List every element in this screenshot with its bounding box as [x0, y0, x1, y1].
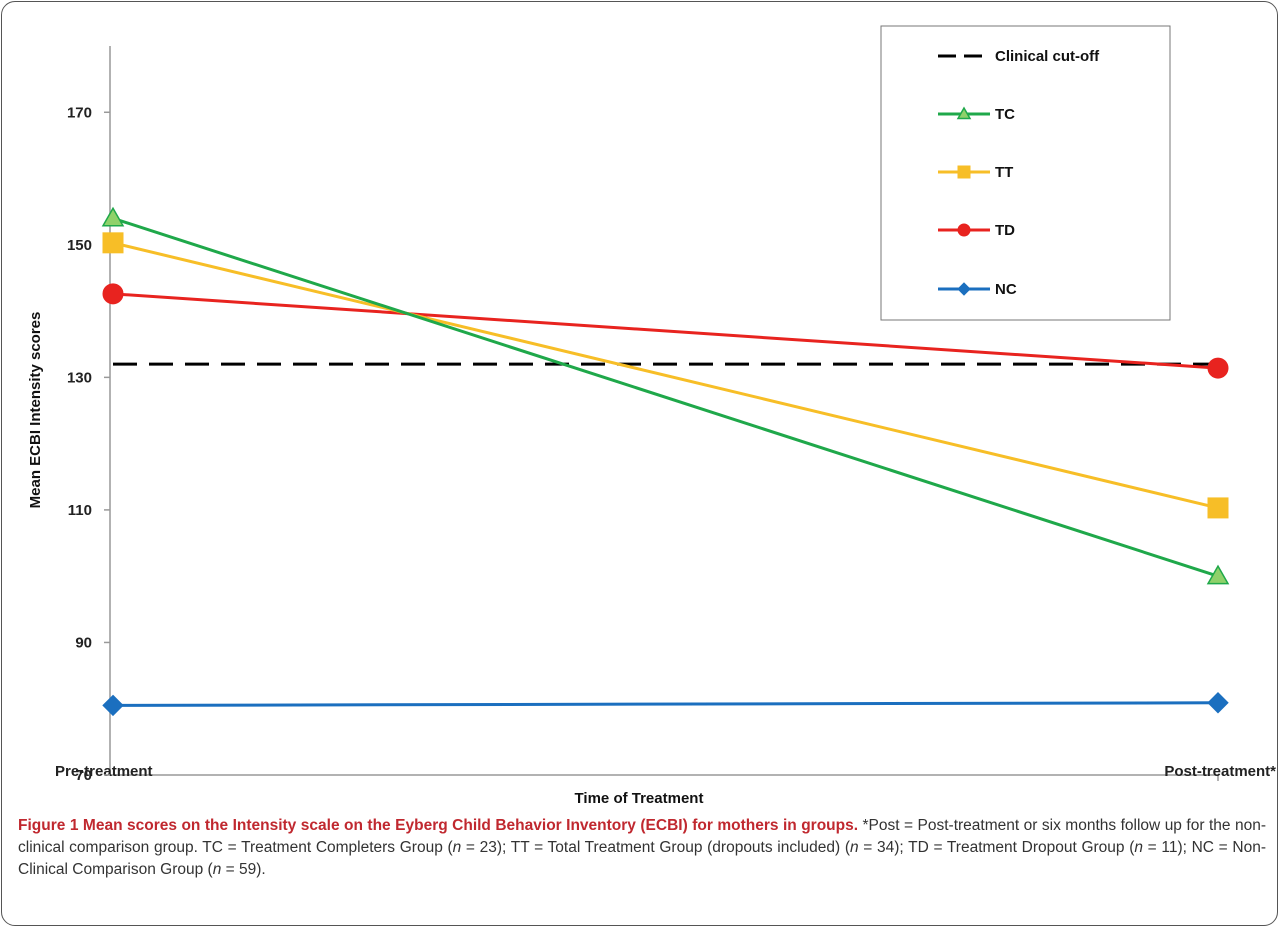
series-tt [102, 232, 1229, 519]
legend-label: NC [995, 281, 1017, 298]
legend-label: Clinical cut-off [995, 48, 1100, 65]
marker-square [957, 165, 971, 179]
legend-label: TC [995, 106, 1015, 123]
figure-caption: Figure 1 Mean scores on the Intensity sc… [18, 815, 1266, 881]
marker-triangle [1206, 564, 1230, 585]
caption-text-4: = 11); NC = Non-Clinical Comparison Grou… [18, 839, 1266, 878]
caption-text-5: = 59). [221, 861, 266, 878]
marker-circle [1207, 357, 1229, 379]
figure-label: Figure 1 [18, 817, 79, 834]
legend-entry-nc: NC [938, 281, 1017, 298]
caption-n-3: n [1134, 839, 1143, 856]
legend-entry-clinical-cut-off: Clinical cut-off [938, 48, 1100, 65]
series-td [102, 283, 1229, 379]
series-line [112, 701, 1219, 707]
y-tick-label: 90 [75, 634, 92, 651]
caption-n-1: n [452, 839, 462, 856]
series-line [112, 216, 1219, 578]
series-line [112, 241, 1219, 510]
marker-diamond [102, 694, 124, 717]
y-tick-label: 130 [67, 369, 92, 386]
y-tick-label: 110 [68, 502, 92, 519]
figure-title: Mean scores on the Intensity scale on th… [82, 817, 859, 834]
legend-entry-td: TD [938, 222, 1015, 239]
marker-circle [102, 283, 124, 305]
legend-label: TT [995, 164, 1013, 181]
legend-entry-tc: TC [938, 106, 1015, 123]
legend-label: TD [995, 222, 1015, 239]
caption-text-2: = 23); TT = Total Treatment Group (dropo… [461, 839, 851, 856]
x-tick-label: Pre-treatment [55, 763, 153, 780]
marker-diamond [1207, 692, 1229, 714]
series-tc [101, 206, 1230, 585]
x-tick-label: Post-treatment* [1164, 763, 1276, 780]
y-tick-label: 170 [67, 104, 92, 121]
chart-axes: Pre-treatment Post-treatment* [55, 46, 1276, 781]
caption-text-1: *Post = Post-treatment or six months fol… [18, 817, 1266, 856]
marker-triangle [101, 206, 125, 227]
y-axis-ticks: 70 90 110 130 150 170 [67, 104, 110, 784]
y-axis-title: Mean ECBI Intensity scores [27, 312, 44, 509]
legend-entry-tt: TT [938, 164, 1013, 181]
marker-square [102, 232, 124, 254]
line-chart: Pre-treatment Post-treatment* 70 90 110 130 1… [27, 25, 1276, 807]
marker-triangle [956, 106, 972, 120]
x-axis-title: Time of Treatment [575, 790, 704, 807]
legend-box [880, 25, 1171, 321]
series-nc [102, 692, 1229, 717]
marker-square [1207, 497, 1229, 519]
series-line [112, 292, 1219, 370]
caption-n-2: n [850, 839, 859, 856]
chart-legend: Clinical cut-off TC TT TD NC [880, 25, 1171, 321]
caption-n-4: n [212, 861, 222, 878]
marker-diamond [957, 282, 971, 296]
marker-circle [957, 223, 971, 237]
series-layer [101, 206, 1230, 717]
y-tick-label: 70 [75, 767, 92, 784]
caption-text-3: = 34); TD = Treatment Dropout Group ( [858, 839, 1135, 856]
y-tick-label: 150 [67, 237, 92, 254]
